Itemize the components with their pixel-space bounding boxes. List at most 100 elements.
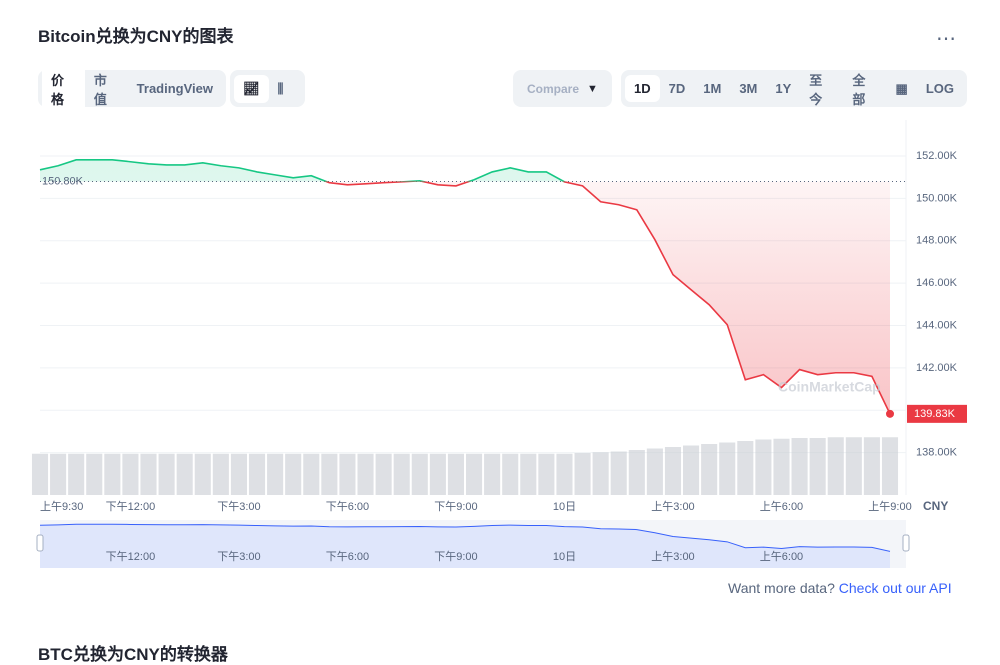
range-button[interactable]: 3M [739,81,758,96]
volume-bar [447,453,464,495]
volume-bar [321,453,338,495]
last-point [886,409,894,418]
navigator-label: 上午6:00 [760,550,803,563]
chevron: ▼ [587,82,598,95]
x-tick-label: 下午3:00 [217,500,260,513]
volume-bar [339,453,356,495]
volume-bar [267,453,284,495]
chart: 138.00K140.00K142.00K144.00K146.00K148.0… [31,120,967,568]
tab[interactable]: 市值 [93,72,107,107]
navigator-line [39,523,891,552]
reference-label: 150.80K [42,175,84,187]
volume-bar [68,453,85,495]
calendar-button[interactable]: ▦ [895,80,908,96]
compare-label: Compare [527,81,580,96]
volume-bar [809,438,826,495]
watermark: CoinMarketCap [778,379,881,395]
x-tick-label: 上午3:00 [651,500,694,513]
x-tick-label: 上午6:00 [760,500,803,513]
navigator-label: 下午6:00 [326,550,369,563]
volume-bar [881,437,899,495]
api-link[interactable]: Check out our API [838,580,952,596]
y-unit: CNY [923,499,948,513]
volume-bar [31,453,49,495]
x-tick-label: 10日 [553,501,576,513]
log-button[interactable]: LOG [925,81,954,96]
volume-bar [628,450,645,495]
y-tick-label: 146.00K [916,277,958,289]
x-tick-label: 下午6:00 [326,500,369,513]
navigator-area [40,524,890,568]
last-price-label: 139.83K [914,408,956,420]
y-tick-label: 152.00K [916,150,958,162]
y-tick-label: 142.00K [916,362,958,374]
volume-bar [158,453,175,495]
volume-bar [773,438,790,495]
range-button[interactable]: 全部 [852,72,866,107]
volume-bar [863,437,880,495]
volume-bar [357,453,374,495]
menu[interactable]: ⋯ [936,28,956,50]
range-button[interactable]: 7D [668,81,686,96]
volume-bar [683,445,700,495]
next-heading: BTC兑换为CNY的转换器 [38,645,228,664]
volume-bar [50,453,67,495]
volume-bar [466,453,483,495]
volume-bar [122,453,139,495]
x-tick-label: 下午12:00 [106,500,156,513]
volume-bar [538,453,555,495]
line-down [323,181,891,415]
volume-bar [556,453,573,495]
volume-bar [755,439,772,495]
volume-bar [104,453,121,495]
volume-bar [212,453,229,495]
chart-type-group: 📈︎ ⫼ [230,70,305,107]
y-tick-label: 150.00K [916,192,958,204]
line-up [39,159,567,182]
x-tick-label: 下午9:00 [434,500,477,513]
volume-bar [429,453,446,495]
more: Want more data? [728,580,835,596]
y-tick-label: 138.00K [916,447,958,459]
volume-bar [230,453,247,495]
range-group: 1D 7D 1M 3M 1Y 至今 全部 ▦ LOG [621,70,967,107]
volume-bar [285,453,302,495]
navigator-label: 下午12:00 [106,550,156,563]
compare[interactable]: Compare ▼ [513,70,612,107]
volume-bar [845,437,862,495]
volume-bar [484,453,501,495]
navigator-label: 下午3:00 [217,550,260,563]
volume-bar [411,453,428,495]
y-tick-label: 148.00K [916,235,958,247]
range-button[interactable]: 1Y [775,81,792,96]
candle-button[interactable]: ⫼ [277,80,284,96]
volume-bar [737,441,754,495]
title: Bitcoin兑换为CNY的图表 [38,27,234,46]
volume-bar [791,438,808,495]
volume-bar [701,444,718,495]
volume-bar [502,453,519,495]
volume-bar [574,453,591,495]
volume-bar [610,451,627,495]
tab[interactable]: 价格 [42,63,85,114]
volume-bar [194,453,211,495]
volume-bar [375,453,392,495]
volume-bar [664,447,682,495]
more-text: Want more data? Check out our API [728,580,952,596]
navigator-label: 上午3:00 [651,550,694,563]
volume-bar [86,453,103,495]
volume-bar [393,453,410,495]
volume-bar [176,453,193,495]
tab[interactable]: TradingView [136,81,213,96]
range-button[interactable]: 1D [625,75,660,102]
y-tick-label: 144.00K [916,319,958,331]
range-button[interactable]: 1M [703,81,722,96]
x-tick-label: 上午9:00 [868,500,911,513]
x-tick-label: 上午9:30 [40,500,83,513]
volume-bar [140,453,157,495]
navigator-label: 10日 [553,551,576,563]
line-button[interactable]: 📈︎ [234,74,269,103]
volume-bar [303,453,320,495]
range-button[interactable]: 至今 [809,72,823,107]
volume-bar [592,452,609,495]
